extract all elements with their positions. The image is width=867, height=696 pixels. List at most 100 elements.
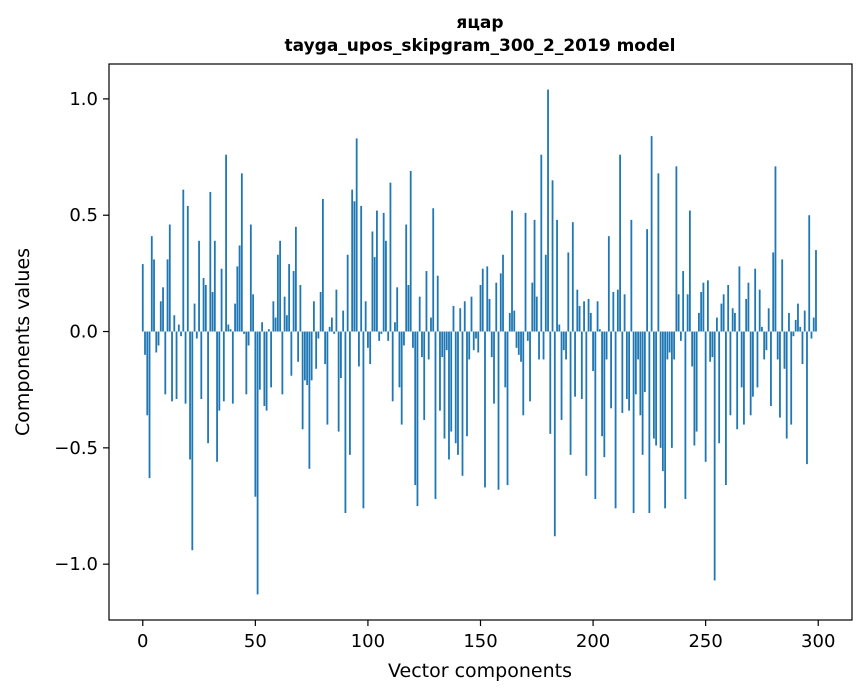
bar-197 (585, 331, 588, 476)
x-axis-ticks: 0 50 100 150 200 250 300 (137, 620, 835, 652)
bar-159 (499, 273, 502, 332)
bar-189 (567, 252, 570, 332)
chart-title: яцар (456, 13, 503, 33)
bar-200 (592, 331, 594, 372)
bar-241 (684, 331, 687, 500)
bar-182 (551, 180, 554, 332)
bar-262 (731, 308, 734, 332)
bar-70 (299, 285, 302, 332)
x-tick-label: 50 (244, 631, 267, 652)
bar-111 (391, 331, 394, 402)
bar-190 (569, 331, 572, 455)
bar-281 (774, 166, 777, 332)
bar-102 (371, 231, 374, 332)
bar-39 (229, 329, 232, 332)
bar-36 (222, 331, 225, 402)
bar-277 (765, 331, 768, 351)
bar-112 (394, 322, 396, 332)
bar-224 (646, 229, 649, 332)
y-tick-label: 1.0 (69, 89, 98, 110)
bar-46 (245, 331, 248, 395)
bar-188 (565, 331, 567, 360)
bar-227 (652, 331, 655, 439)
bar-95 (355, 138, 358, 332)
bar-64 (285, 315, 288, 332)
bar-59 (274, 317, 277, 332)
chart-subtitle: tayga_upos_skipgram_300_2_2019 model (285, 36, 676, 56)
bar-214 (623, 294, 626, 332)
bar-173 (531, 282, 534, 332)
y-tick-label: −1.0 (54, 554, 98, 575)
bar-130 (434, 331, 437, 500)
x-tick-label: 200 (576, 631, 610, 652)
bar-42 (236, 266, 239, 332)
bar-219 (634, 331, 637, 395)
bar-220 (637, 331, 640, 360)
bar-101 (369, 331, 372, 365)
bar-165 (513, 310, 516, 332)
bar-216 (628, 331, 630, 411)
bar-115 (400, 331, 403, 425)
bar-154 (488, 298, 491, 332)
x-tick-label: 300 (801, 631, 835, 652)
bar-107 (382, 212, 385, 332)
bar-279 (770, 331, 772, 406)
bar-103 (373, 257, 376, 332)
bar-56 (267, 329, 270, 332)
bar-184 (556, 219, 558, 332)
bar-186 (560, 331, 563, 420)
bar-234 (668, 331, 671, 353)
bar-27 (202, 278, 205, 332)
bar-126 (425, 271, 428, 332)
bar-167 (517, 331, 520, 355)
bar-121 (414, 331, 417, 486)
bar-160 (502, 254, 504, 332)
bar-273 (756, 331, 759, 388)
bar-174 (533, 219, 536, 332)
bar-237 (675, 166, 678, 332)
bar-43 (238, 245, 241, 332)
bar-245 (693, 331, 696, 446)
bar-119 (409, 171, 412, 332)
x-tick-label: 150 (463, 631, 497, 652)
bar-140 (457, 331, 459, 455)
bar-99 (364, 301, 367, 332)
bar-199 (589, 312, 592, 332)
bar-204 (601, 331, 603, 437)
bar-90 (344, 331, 347, 513)
bar-78 (317, 331, 320, 339)
bar-94 (353, 201, 356, 332)
bar-286 (785, 331, 788, 439)
bar-49 (252, 294, 254, 332)
bar-60 (276, 254, 279, 332)
bar-290 (794, 319, 797, 332)
bar-196 (583, 301, 585, 332)
bar-79 (319, 291, 322, 332)
bar-270 (749, 331, 752, 416)
bar-225 (648, 331, 651, 513)
bar-2 (146, 331, 149, 416)
bar-242 (686, 294, 689, 332)
bar-22 (191, 331, 194, 551)
bar-13 (171, 331, 173, 402)
bar-41 (234, 303, 236, 332)
bar-53 (261, 322, 263, 332)
bar-76 (312, 301, 315, 332)
bar-268 (745, 298, 748, 332)
bar-232 (664, 331, 667, 509)
bar-287 (788, 312, 790, 332)
bar-38 (227, 324, 230, 332)
bar-81 (324, 331, 327, 365)
bar-295 (806, 331, 808, 465)
bar-35 (220, 268, 223, 332)
bar-297 (810, 331, 813, 339)
bar-248 (700, 291, 703, 332)
bar-198 (587, 298, 590, 332)
bar-20 (186, 205, 189, 332)
bar-86 (335, 289, 338, 332)
bar-217 (630, 219, 633, 332)
bar-52 (258, 331, 261, 390)
bar-118 (407, 285, 410, 332)
bar-75 (310, 331, 313, 381)
bar-183 (553, 331, 556, 537)
